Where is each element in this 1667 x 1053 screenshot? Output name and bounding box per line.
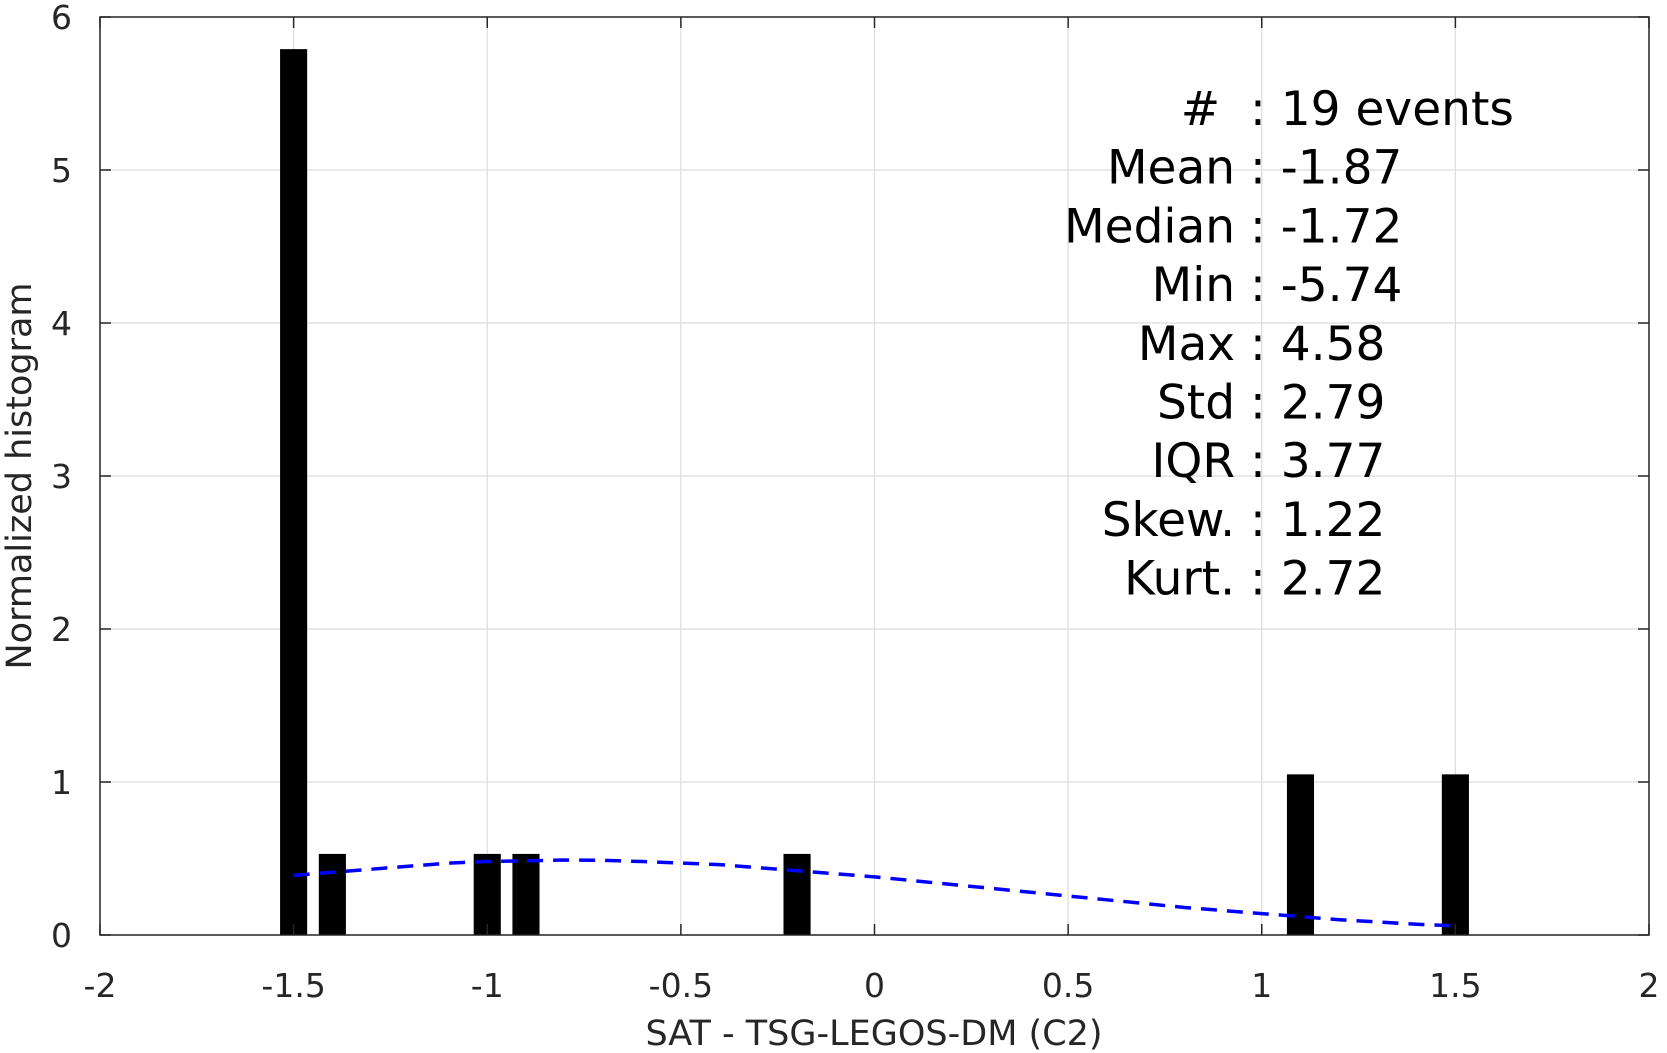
stat-value: : 3.77 — [1250, 434, 1385, 489]
y-tick-label: 5 — [51, 151, 72, 190]
stat-label: # — [1181, 82, 1250, 137]
stat-label: Skew. — [1102, 493, 1250, 548]
stat-value: : 2.79 — [1250, 376, 1385, 431]
stat-value: : 19 events — [1250, 82, 1514, 137]
stat-value: : -1.87 — [1250, 141, 1402, 196]
stat-value: : -1.72 — [1250, 199, 1402, 254]
histogram-bar — [512, 853, 540, 935]
y-tick-label: 4 — [51, 304, 72, 343]
histogram-bar — [280, 49, 308, 935]
stat-value: : -5.74 — [1250, 258, 1402, 313]
stat-value: : 4.58 — [1250, 317, 1385, 372]
stat-value: : 1.22 — [1250, 493, 1385, 548]
histogram-bar — [473, 853, 501, 935]
x-axis-label: SAT - TSG-LEGOS-DM (C2) — [645, 1014, 1102, 1053]
histogram-bar — [1286, 774, 1315, 935]
histogram-bar — [1441, 774, 1469, 935]
axis-ticks — [99, 16, 1650, 936]
x-tick-label: -0.5 — [649, 966, 713, 1005]
x-tick-label: -1.5 — [261, 966, 325, 1005]
stat-label: Min — [1152, 258, 1250, 313]
stat-label: IQR — [1152, 434, 1250, 489]
stat-label: Mean — [1107, 141, 1250, 196]
x-tick-labels: -2 -1.5 -1 -0.5 0 0.5 1 1.5 2 — [84, 966, 1660, 1005]
y-tick-label: 6 — [51, 0, 72, 37]
x-tick-label: -1 — [471, 966, 504, 1005]
x-tick-label: 1.5 — [1429, 966, 1481, 1005]
x-tick-label: 0.5 — [1042, 966, 1094, 1005]
stat-label: Median — [1064, 199, 1250, 254]
x-tick-label: -2 — [84, 966, 117, 1005]
y-tick-label: 3 — [51, 457, 72, 496]
x-tick-label: 0 — [864, 966, 885, 1005]
y-tick-labels: 0 1 2 3 4 5 6 — [51, 0, 72, 955]
stat-value: : 2.72 — [1250, 552, 1385, 607]
y-tick-label: 1 — [51, 763, 72, 802]
y-tick-label: 0 — [51, 916, 72, 955]
histogram-bars — [280, 49, 1469, 935]
y-tick-label: 2 — [51, 610, 72, 649]
histogram-bar — [318, 853, 346, 935]
x-tick-label: 1 — [1251, 966, 1272, 1005]
histogram-bar — [783, 853, 811, 935]
y-axis-label: Normalized histogram — [0, 282, 40, 669]
stat-label: Max — [1138, 317, 1250, 372]
stat-label: Kurt. — [1124, 552, 1250, 607]
stat-label: Std — [1157, 376, 1250, 431]
x-tick-label: 2 — [1639, 966, 1660, 1005]
fit-curve-line — [293, 858, 1456, 928]
